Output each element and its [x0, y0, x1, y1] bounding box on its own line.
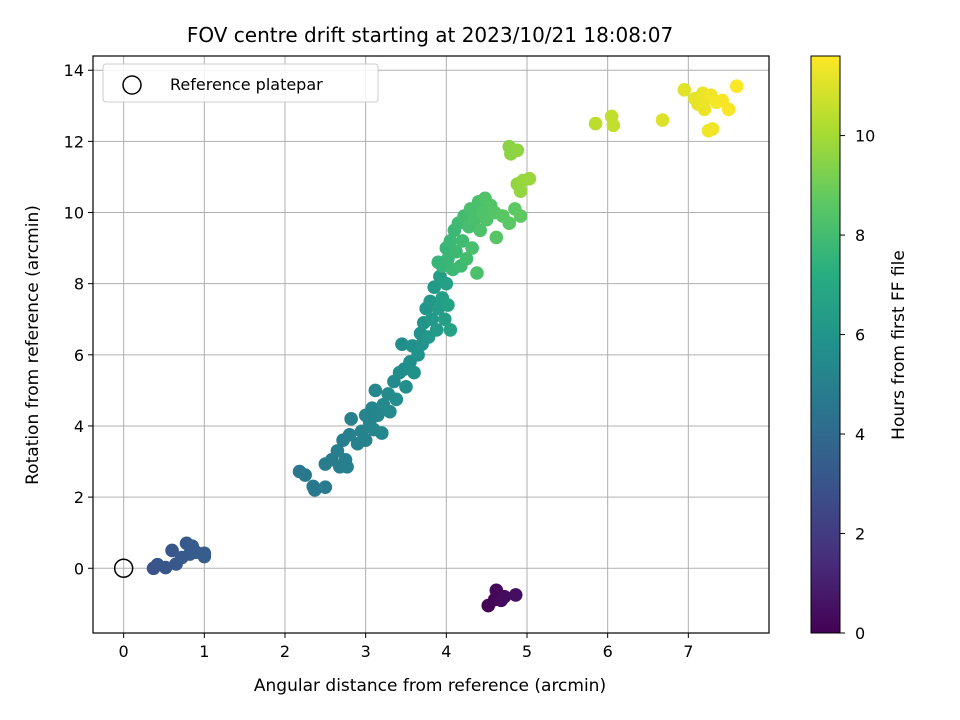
- data-point: [308, 483, 322, 497]
- colorbar-tick-label: 8: [855, 226, 865, 245]
- colorbar-label: Hours from first FF file: [889, 250, 909, 440]
- data-point: [497, 589, 512, 604]
- data-point: [370, 408, 385, 423]
- data-point: [473, 223, 488, 238]
- data-point: [395, 337, 409, 351]
- data-point: [358, 433, 373, 447]
- legend-marker-icon: [122, 75, 142, 95]
- x-tick-label: 4: [441, 642, 451, 661]
- data-point: [374, 426, 389, 440]
- y-tick-label: 6: [74, 346, 84, 365]
- plot-frame: [92, 55, 770, 634]
- colorbar-tick-label: 0: [855, 624, 865, 643]
- data-point: [399, 380, 413, 394]
- data-point: [197, 549, 212, 564]
- legend-box: [102, 63, 379, 103]
- data-point: [697, 102, 712, 117]
- data-point: [729, 79, 744, 94]
- reference-layer: [113, 558, 134, 579]
- data-point: [411, 348, 425, 362]
- data-point: [344, 412, 358, 426]
- data-point: [429, 323, 444, 337]
- x-tick-label: 1: [199, 642, 209, 661]
- data-point: [407, 365, 421, 380]
- data-point: [425, 312, 439, 327]
- chart-title: FOV centre drift starting at 2023/10/21 …: [187, 23, 673, 47]
- colorbar-tick-label: 2: [855, 525, 865, 544]
- data-point: [437, 312, 452, 327]
- data-point: [389, 392, 404, 407]
- data-point: [330, 444, 345, 458]
- colorbar-gradient: [810, 55, 841, 634]
- data-point: [441, 298, 455, 312]
- colorbar: 0 2 4 6 8 10 Hours from first FF file: [810, 55, 909, 643]
- legend-label: Reference platepar: [170, 75, 323, 94]
- data-point: [443, 323, 458, 337]
- y-tick-label: 0: [74, 559, 84, 578]
- colorbar-tick-label: 10: [855, 127, 875, 146]
- data-point: [588, 116, 603, 131]
- data-point: [158, 560, 173, 575]
- x-tick-label: 7: [683, 642, 693, 661]
- data-point: [383, 404, 397, 419]
- x-tick-label: 3: [361, 642, 371, 661]
- data-point: [427, 280, 442, 295]
- x-axis-title: Angular distance from reference (arcmin): [254, 676, 606, 696]
- data-point: [470, 266, 484, 280]
- y-axis-title: Rotation from reference (arcmin): [23, 205, 43, 485]
- y-tick-label: 2: [74, 488, 84, 507]
- data-point: [655, 113, 670, 127]
- data-point: [342, 428, 357, 442]
- data-point: [318, 480, 333, 494]
- data-point: [459, 251, 474, 266]
- data-point: [443, 234, 458, 248]
- y-tick-label: 12: [64, 132, 84, 151]
- data-point: [513, 184, 528, 198]
- x-tick-label: 0: [119, 642, 129, 661]
- x-tick-label: 2: [280, 642, 290, 661]
- scatter-points: [146, 79, 744, 613]
- data-point: [165, 543, 179, 558]
- y-tick-label: 10: [64, 204, 84, 223]
- data-point: [439, 276, 454, 291]
- data-point: [465, 241, 479, 255]
- data-point: [340, 460, 354, 474]
- data-point: [513, 209, 528, 223]
- colorbar-tick-label: 6: [855, 326, 865, 345]
- legend: Reference platepar: [102, 63, 379, 103]
- data-point: [368, 383, 383, 398]
- data-point: [455, 234, 470, 248]
- data-point: [677, 82, 692, 97]
- data-point: [502, 216, 517, 230]
- data-point: [606, 118, 621, 133]
- colorbar-ticks: 0 2 4 6 8 10: [840, 127, 875, 643]
- x-tick-label: 5: [522, 642, 532, 661]
- data-point: [489, 230, 504, 245]
- data-point: [510, 143, 525, 158]
- x-tick-label: 6: [603, 642, 613, 661]
- data-point: [298, 468, 312, 482]
- y-tick-label: 14: [64, 61, 84, 80]
- data-point: [721, 102, 736, 117]
- data-point: [449, 244, 463, 259]
- data-point: [522, 171, 537, 186]
- y-tick-label: 4: [74, 417, 84, 436]
- data-point: [508, 588, 523, 602]
- colorbar-tick-label: 4: [855, 425, 865, 444]
- y-tick-label: 8: [74, 275, 84, 294]
- data-point: [705, 122, 720, 136]
- reference-platepar-marker: [113, 558, 134, 579]
